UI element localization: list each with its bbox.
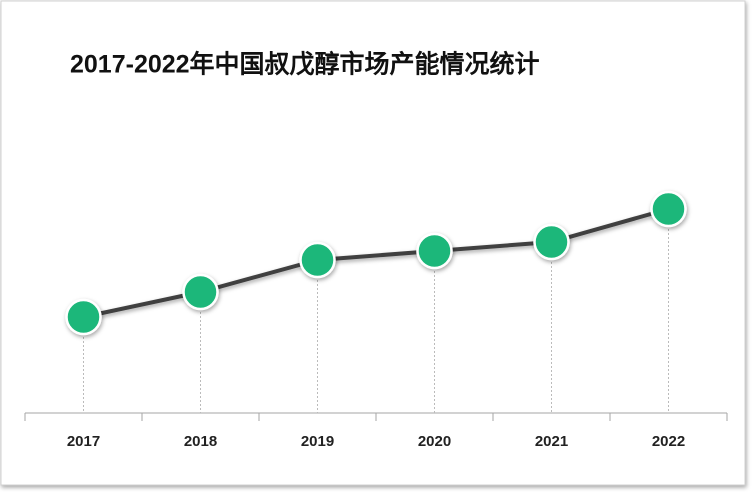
marker: [416, 232, 453, 270]
x-tick-label: 2018: [184, 433, 217, 450]
x-tick-label: 2022: [652, 433, 685, 450]
marker: [650, 190, 687, 228]
marker: [299, 241, 336, 279]
marker: [533, 223, 570, 261]
frame: [0, 0, 746, 486]
marker: [182, 273, 219, 311]
x-tick-label: 2020: [418, 433, 451, 450]
marker: [65, 298, 102, 336]
chart-title: 2017-2022年中国叔戊醇市场产能情况统计: [70, 50, 540, 79]
series-line: [83, 207, 670, 319]
x-tick-label: 2019: [301, 433, 334, 450]
x-tick-label: 2021: [535, 433, 568, 450]
x-tick-label: 2017: [67, 433, 100, 450]
